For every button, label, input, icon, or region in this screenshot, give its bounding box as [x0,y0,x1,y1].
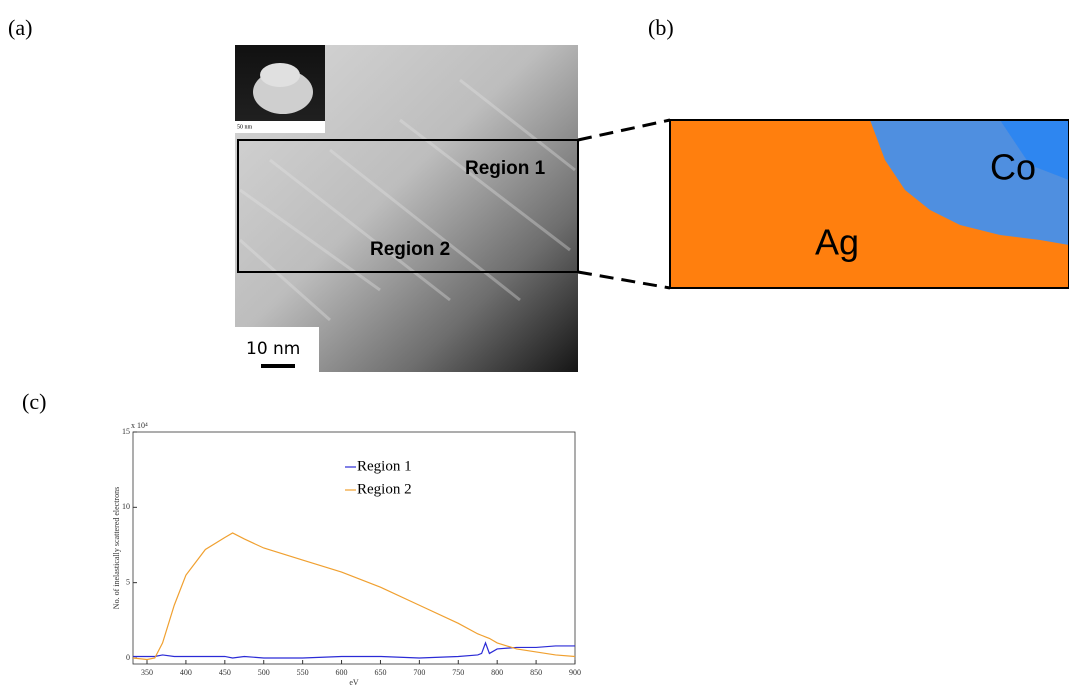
y-tick-label: 5 [126,577,130,586]
figure-canvas: (a) (b) (c) 50 nm Region 1 Region 2 10 n… [0,0,1069,691]
spectrum-chart: 0 5 10 15 350 400 450 500 550 600 650 700 750 800 850 9… [112,421,581,687]
x-tick-label: 550 [297,668,309,677]
region-label: Region 2 [370,239,450,260]
series-line [133,533,575,660]
panel-label: (b) [648,15,674,40]
x-tick-label: 400 [180,668,192,677]
region-label: Region 1 [465,158,546,179]
tem-image: 50 nm Region 1 Region 2 10 nm [235,45,578,372]
y-axis-label: No. of inelastically scattered electrons [112,487,121,609]
y-multiplier: x 10⁴ [131,421,148,430]
panel-label: (c) [22,389,46,414]
x-tick-label: 500 [258,668,270,677]
x-tick-label: 900 [569,668,581,677]
series-line [133,643,575,658]
x-tick-label: 650 [374,668,386,677]
x-tick-label: 800 [491,668,503,677]
x-tick-label: 850 [530,668,542,677]
scale-bar-label: 10 nm [246,339,300,359]
x-tick-label: 750 [452,668,464,677]
y-tick-label: 10 [122,502,130,511]
figure: (a) (b) (c) 50 nm Region 1 Region 2 10 n… [0,0,1069,691]
element-label: Ag [815,222,859,263]
panel-label: (a) [8,15,32,40]
element-map: Co Ag [670,120,1069,288]
inset-scale: 50 nm [237,124,253,130]
legend-label: Region 1 [357,458,412,474]
element-label: Co [990,147,1036,188]
x-tick-label: 350 [141,668,153,677]
y-tick-label: 0 [126,653,130,662]
x-tick-label: 600 [336,668,348,677]
x-tick-label: 700 [413,668,425,677]
x-axis-label: eV [349,678,359,687]
x-tick-label: 450 [219,668,231,677]
y-tick-label: 15 [122,427,130,436]
legend-label: Region 2 [357,481,412,497]
